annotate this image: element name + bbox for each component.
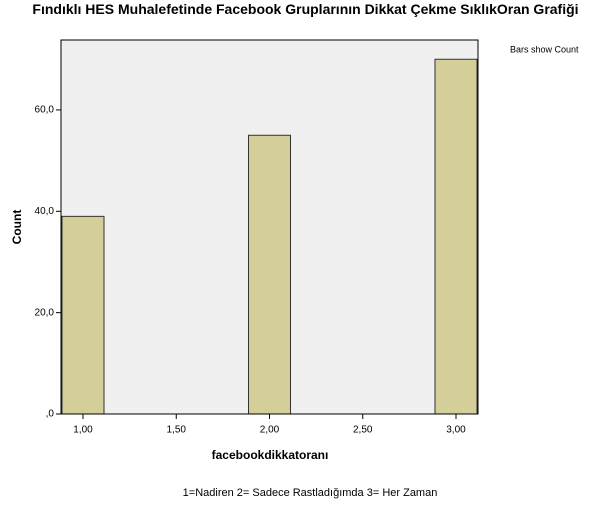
- plot-frame: [60, 39, 479, 415]
- y-tick-label: 20,0: [35, 307, 55, 318]
- x-tick-label: 2,00: [260, 425, 280, 436]
- y-tick-label: 40,0: [35, 206, 55, 217]
- bar: [61, 215, 105, 415]
- x-tick-label: 2,50: [353, 425, 373, 436]
- note: Bars show Count: [510, 44, 579, 54]
- bar: [434, 58, 478, 415]
- chart-title: Fındıklı HES Muhalefetinde Facebook Grup…: [32, 1, 579, 17]
- x-tick-label: 1,00: [73, 425, 93, 436]
- x-tick-label: 1,50: [167, 425, 187, 436]
- x-axis-label: facebookdikkatoranı: [212, 448, 329, 462]
- bar: [248, 134, 291, 415]
- y-tick-label: ,0: [46, 409, 55, 420]
- y-axis-label: Count: [10, 210, 24, 245]
- x-tick-label: 3,00: [446, 425, 466, 436]
- y-tick-label: 60,0: [35, 105, 55, 116]
- footnote: 1=Nadiren 2= Sadece Rastladığımda 3= Her…: [183, 487, 438, 499]
